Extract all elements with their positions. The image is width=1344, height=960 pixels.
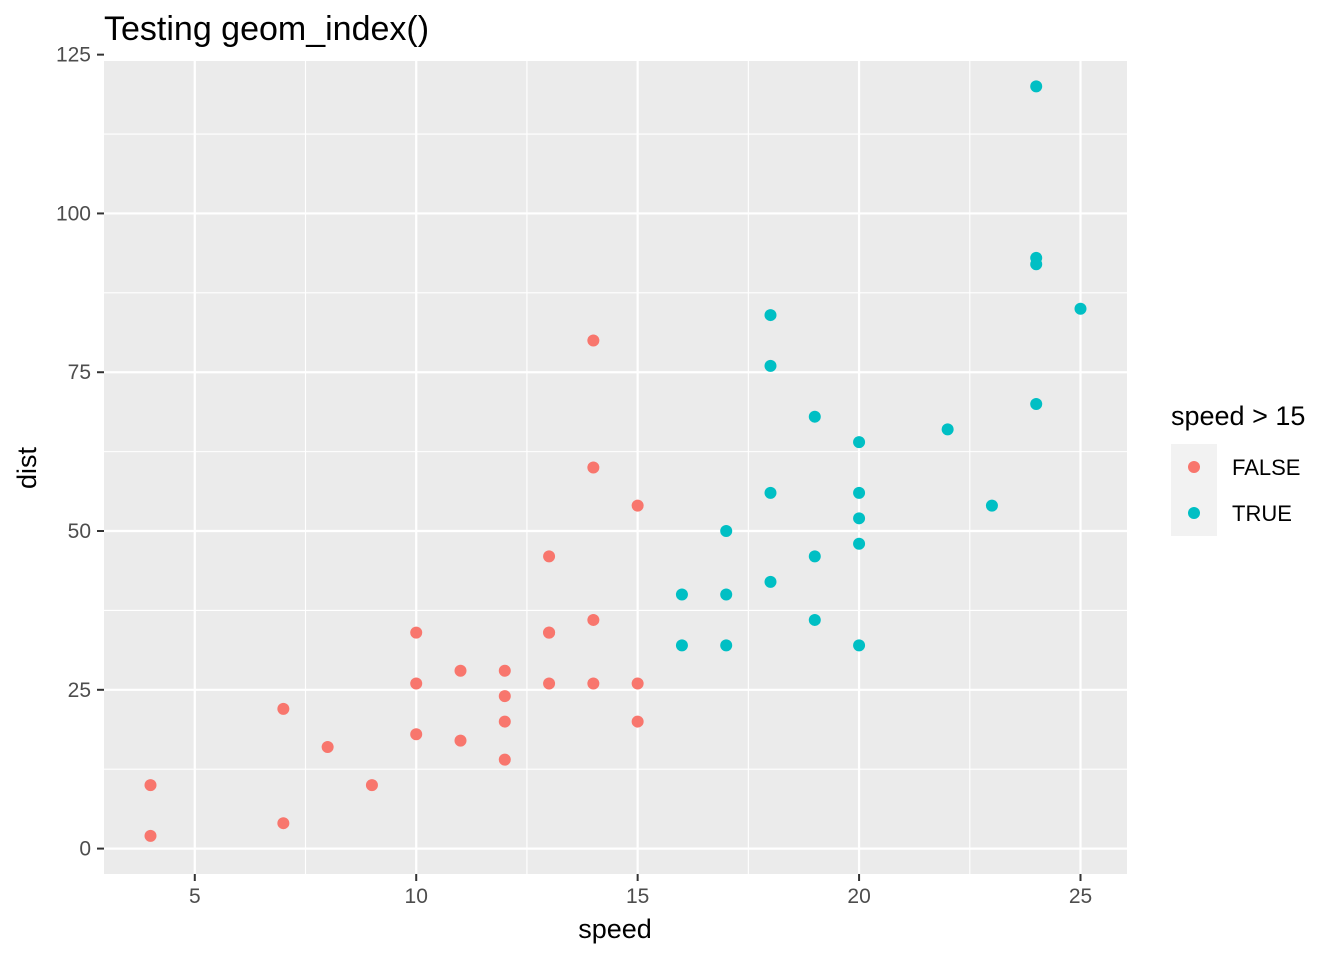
data-point-true (1030, 397, 1043, 410)
y-tick-label: 0 (79, 838, 91, 861)
data-point-true (1074, 302, 1087, 315)
x-axis: 5 10 15 20 25 (189, 874, 1092, 908)
y-tick-label: 75 (68, 361, 91, 384)
legend-key-swatch (1188, 507, 1200, 519)
minor-gridlines (104, 61, 1127, 874)
data-points (144, 80, 1087, 842)
plot-panel (104, 61, 1127, 874)
data-point-true (853, 537, 866, 550)
data-point-true (808, 613, 821, 626)
data-point-true (720, 525, 733, 538)
data-point-true (808, 410, 821, 423)
data-point-true (853, 436, 866, 449)
data-point-false (321, 740, 334, 753)
data-point-true (1030, 80, 1043, 93)
data-point-true (1030, 251, 1043, 264)
data-point-false (454, 664, 467, 677)
data-point-false (454, 734, 467, 747)
data-point-false (631, 715, 644, 728)
data-point-true (764, 359, 777, 372)
data-point-true (675, 639, 688, 652)
data-point-true (764, 486, 777, 499)
data-point-false (410, 626, 423, 639)
x-tick-label: 5 (189, 885, 201, 908)
y-tick-label: 100 (56, 202, 91, 225)
chart-title: Testing geom_index() (104, 10, 429, 48)
data-point-false (277, 702, 290, 715)
x-tick-label: 10 (405, 885, 428, 908)
x-tick-label: 15 (626, 885, 649, 908)
data-point-false (543, 550, 556, 563)
data-point-true (941, 423, 954, 436)
legend-label: TRUE (1232, 501, 1292, 526)
legend-title: speed > 15 (1171, 401, 1305, 431)
y-axis-title: dist (12, 447, 42, 490)
data-point-true (720, 588, 733, 601)
data-point-false (144, 829, 157, 842)
legend-keys: FALSE TRUE (1171, 444, 1300, 536)
data-point-false (144, 779, 157, 792)
y-tick-label: 50 (68, 520, 91, 543)
y-axis: 0 25 50 75 100 125 (56, 44, 104, 861)
legend: speed > 15 FALSE TRUE (1171, 401, 1305, 536)
major-gridlines (104, 53, 1127, 874)
y-tick-label: 125 (56, 44, 91, 67)
data-point-true (853, 486, 866, 499)
legend-key-swatch (1188, 461, 1200, 473)
data-point-false (498, 690, 511, 703)
data-point-false (587, 677, 600, 690)
data-point-false (543, 677, 556, 690)
data-point-true (985, 499, 998, 512)
data-point-true (853, 639, 866, 652)
data-point-false (498, 715, 511, 728)
data-point-false (587, 334, 600, 347)
data-point-true (675, 588, 688, 601)
data-point-false (410, 677, 423, 690)
data-point-false (277, 817, 290, 830)
y-tick-label: 25 (68, 679, 91, 702)
x-tick-label: 20 (847, 885, 870, 908)
x-axis-title: speed (578, 914, 652, 944)
data-point-true (764, 575, 777, 588)
legend-label: FALSE (1232, 455, 1300, 480)
data-point-true (808, 550, 821, 563)
data-point-false (587, 613, 600, 626)
data-point-false (498, 664, 511, 677)
data-point-false (631, 677, 644, 690)
data-point-false (365, 779, 378, 792)
data-point-true (853, 512, 866, 525)
data-point-false (498, 753, 511, 766)
data-point-false (587, 461, 600, 474)
data-point-false (631, 499, 644, 512)
data-point-true (764, 309, 777, 322)
data-point-true (720, 639, 733, 652)
data-point-false (410, 728, 423, 741)
data-point-false (543, 626, 556, 639)
x-tick-label: 25 (1069, 885, 1092, 908)
